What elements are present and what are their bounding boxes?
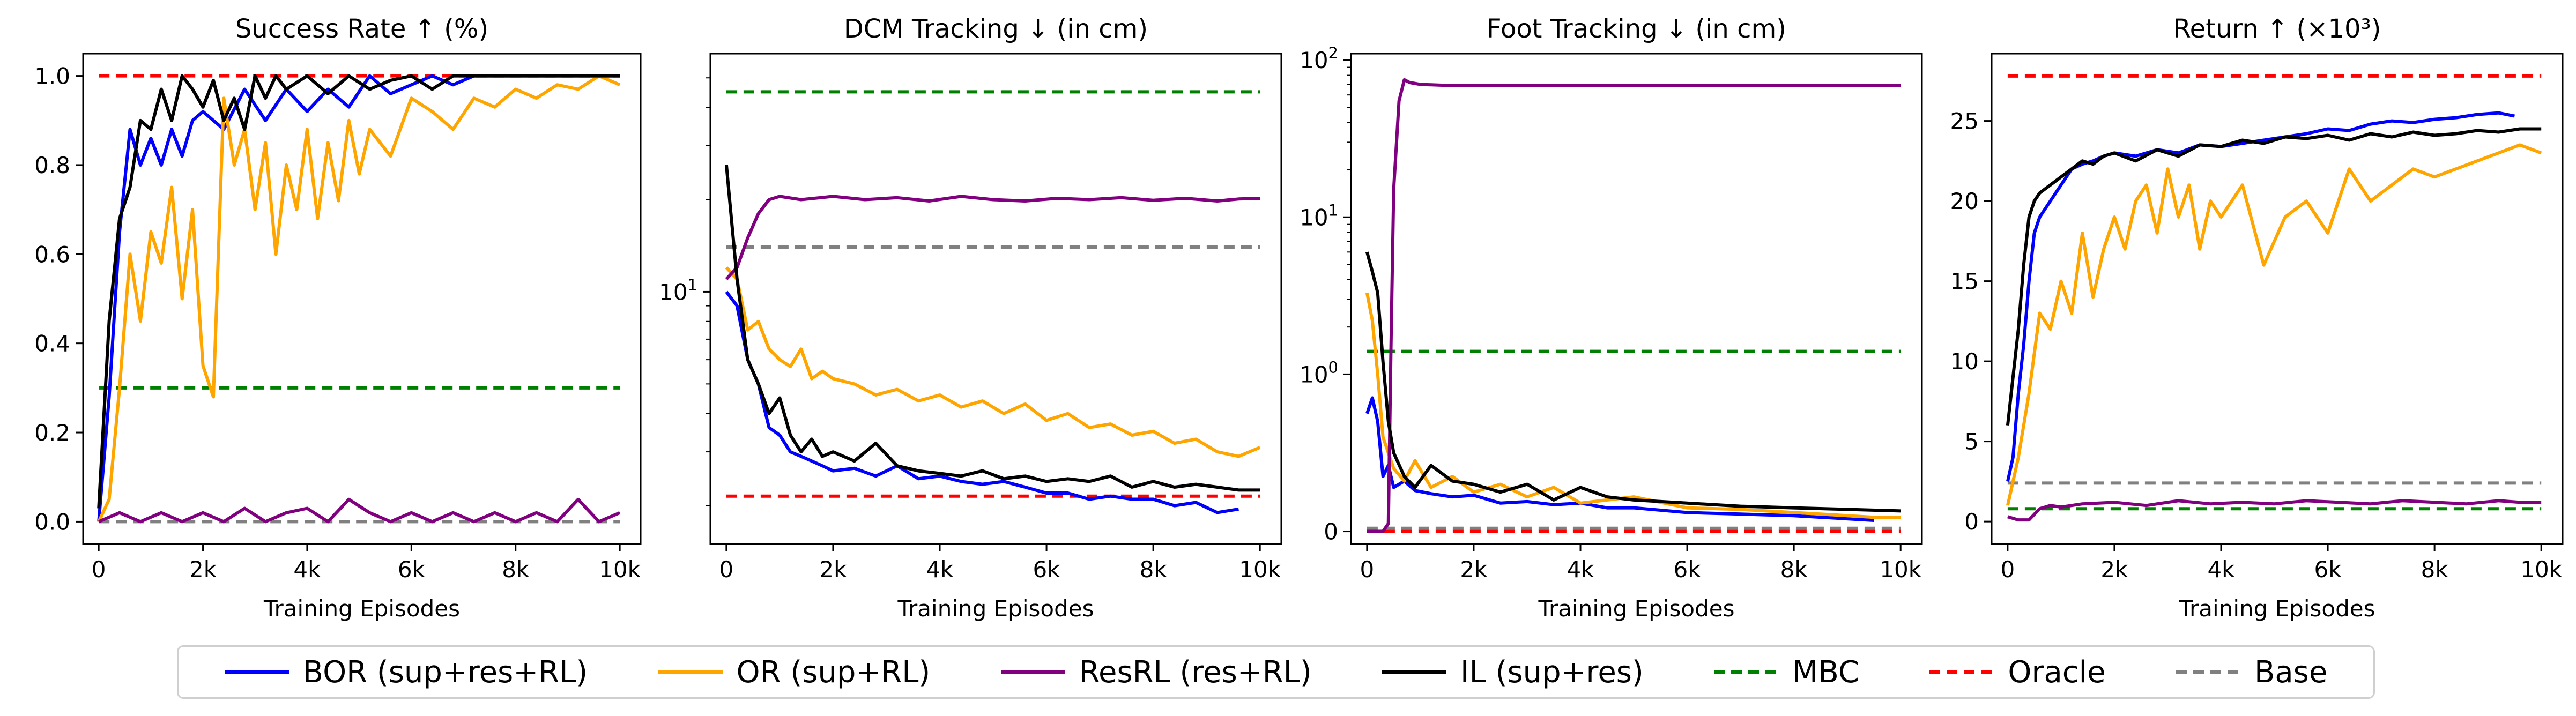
- y-tick-label: 0: [1964, 509, 1979, 535]
- legend: BOR (sup+res+RL) OR (sup+RL) ResRL (res+…: [177, 645, 2375, 699]
- series-line-resrl: [725, 195, 1260, 280]
- y-tick-label: 20: [1950, 188, 1979, 214]
- y-tick-label: 102: [1300, 44, 1338, 73]
- series-line-or: [2006, 143, 2542, 506]
- legend-swatch-base: [2176, 670, 2240, 674]
- x-tick-label: 2k: [2100, 556, 2128, 583]
- x-axis-label: Training Episodes: [897, 595, 1094, 622]
- y-tick-label: 25: [1950, 108, 1979, 135]
- series-line-il: [724, 165, 1260, 492]
- x-tick-label: 0: [719, 556, 733, 583]
- x-tick-label: 2k: [189, 556, 217, 583]
- series-line-resrl: [2007, 499, 2542, 522]
- series-line-il: [2006, 127, 2542, 426]
- legend-swatch-mbc: [1714, 670, 1779, 674]
- x-tick-label: 8k: [1780, 556, 1808, 583]
- chart-panel-1: Success Rate ↑ (%) 0 2k 4k 6k 8k 10k 0.0 0.2 0.4 0…: [34, 14, 642, 622]
- chart-title: DCM Tracking ↓ (in cm): [844, 14, 1148, 44]
- y-tick-label: 101: [659, 275, 697, 305]
- x-tick-label: 4k: [1567, 556, 1594, 583]
- series-line-bor: [97, 74, 620, 522]
- x-tick-label: 8k: [1140, 556, 1168, 583]
- y-tick-label: 0.2: [34, 420, 70, 446]
- x-tick-label: 8k: [502, 556, 530, 583]
- series-line-bor: [2006, 111, 2515, 482]
- legend-item-or: OR (sup+RL): [658, 654, 931, 690]
- chart-panel-4: Return ↑ (×10³) 0 2k 4k 6k 8k 10k 0 5 10 15 20 25 Tra…: [1950, 14, 2564, 622]
- x-tick-label: 0: [1360, 556, 1374, 583]
- y-tick-label: 0.4: [34, 331, 70, 357]
- x-tick-label: 10k: [1239, 556, 1281, 583]
- x-tick-label: 2k: [819, 556, 847, 583]
- x-tick-label: 6k: [1674, 556, 1702, 583]
- legend-item-base: Base: [2176, 655, 2327, 690]
- legend-swatch-il: [1382, 670, 1447, 674]
- legend-label-resrl: ResRL (res+RL): [1079, 654, 1312, 690]
- y-tick-label: 0.6: [34, 241, 70, 267]
- y-tick-label: 15: [1950, 268, 1979, 295]
- legend-item-mbc: MBC: [1714, 655, 1859, 690]
- y-tick-label: 10: [1950, 348, 1979, 375]
- y-tick-label: 1.0: [34, 63, 70, 89]
- y-tick-label: 5: [1964, 429, 1979, 455]
- x-tick-label: 4k: [293, 556, 321, 583]
- legend-swatch-oracle: [1929, 670, 1994, 674]
- y-tick-label: 0: [1324, 519, 1338, 545]
- plot-frame: [82, 53, 642, 545]
- x-tick-label: 4k: [926, 556, 954, 583]
- y-tick-label: 0.0: [34, 509, 70, 535]
- legend-item-bor: BOR (sup+res+RL): [224, 654, 588, 690]
- x-tick-label: 8k: [2421, 556, 2449, 583]
- series-line-il: [97, 74, 620, 509]
- series-line-resrl: [1367, 78, 1901, 533]
- plot-frame: [1991, 53, 2564, 545]
- x-tick-label: 0: [2000, 556, 2015, 583]
- chart-panel-2: DCM Tracking ↓ (in cm) 0 2k 4k 6k 8k 10k 101 Tra…: [659, 14, 1282, 622]
- chart-title: Success Rate ↑ (%): [235, 14, 488, 44]
- x-tick-label: 10k: [1880, 556, 1921, 583]
- legend-label-oracle: Oracle: [2008, 654, 2106, 690]
- x-tick-label: 10k: [599, 556, 641, 583]
- plot-frame: [709, 53, 1282, 545]
- x-axis-label: Training Episodes: [263, 595, 460, 622]
- series-line-resrl: [98, 497, 621, 524]
- legend-swatch-bor: [224, 670, 289, 674]
- chart-title: Foot Tracking ↓ (in cm): [1487, 14, 1786, 44]
- y-tick-label: 0.8: [34, 152, 70, 178]
- y-tick-label: 101: [1300, 201, 1338, 230]
- series-line-or: [1365, 292, 1901, 519]
- legend-label-or: OR (sup+RL): [736, 654, 931, 690]
- legend-label-base: Base: [2254, 654, 2328, 690]
- legend-swatch-or: [658, 670, 723, 674]
- x-tick-label: 6k: [1033, 556, 1061, 583]
- x-tick-label: 4k: [2207, 556, 2235, 583]
- x-axis-label: Training Episodes: [1538, 595, 1735, 622]
- series-line-or: [97, 74, 621, 523]
- series-line-or: [725, 266, 1261, 458]
- y-tick-label: 100: [1300, 358, 1338, 387]
- legend-item-il: IL (sup+res): [1382, 655, 1644, 690]
- legend-label-bor: BOR (sup+res+RL): [302, 654, 588, 690]
- x-axis-label: Training Episodes: [2179, 595, 2375, 622]
- legend-label-mbc: MBC: [1792, 654, 1860, 690]
- x-tick-label: 6k: [398, 556, 426, 583]
- x-tick-label: 2k: [1460, 556, 1488, 583]
- x-tick-label: 10k: [2520, 556, 2562, 583]
- legend-label-il: IL (sup+res): [1460, 654, 1644, 690]
- legend-item-oracle: Oracle: [1929, 654, 2106, 690]
- legend-swatch-resrl: [1000, 670, 1065, 674]
- x-tick-label: 6k: [2314, 556, 2342, 583]
- legend-item-resrl: ResRL (res+RL): [1000, 654, 1312, 690]
- x-tick-label: 0: [92, 556, 106, 583]
- series-line-il: [1365, 251, 1901, 513]
- plot-frame: [1350, 53, 1923, 545]
- series-line-bor: [1365, 396, 1874, 522]
- chart-panel-3: Foot Tracking ↓ (in cm) 0 2k 4k 6k 8k 10k 0 100 1…: [1300, 14, 1923, 622]
- series-line-bor: [725, 290, 1239, 514]
- chart-title: Return ↑ (×10³): [2173, 14, 2381, 44]
